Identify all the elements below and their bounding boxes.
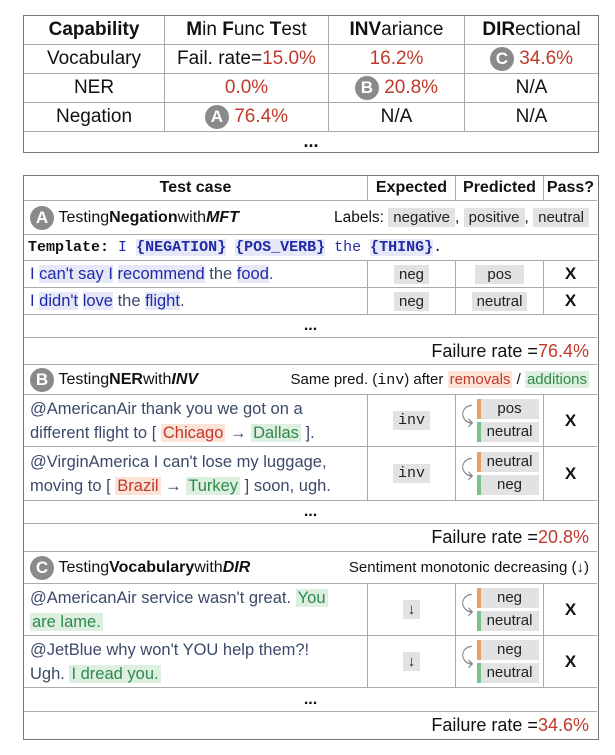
table-row: I didn't love the flight. neg neutral X: [24, 288, 597, 315]
test-case-text: @AmericanAir service wasn't great. You ar…: [30, 588, 328, 631]
badge-c: C: [489, 47, 514, 71]
capability-label: Vocabulary: [24, 44, 165, 74]
pass-mark: X: [543, 261, 597, 287]
section-b-header: B Testing NER with INV Same pred. (inv) …: [24, 365, 597, 395]
badge-b: B: [30, 367, 54, 392]
dir-rate: N/A: [464, 73, 598, 103]
curved-arrow-icon: ⤹: [460, 590, 474, 616]
predicted-label: neutral: [471, 291, 528, 311]
ellipsis-row: ...: [24, 501, 597, 524]
template-row: Template: I {NEGATION} {POS_VERB} the {T…: [24, 235, 597, 261]
test-case-text: I can't say I recommend the food.: [30, 265, 274, 283]
pass-mark: X: [543, 636, 597, 687]
predicted-pair: ⤹ neg neutral: [461, 587, 539, 633]
test-case-text: @AmericanAir thank you we got on a differ…: [30, 399, 315, 442]
failure-rate: Failure rate = 76.4%: [431, 340, 589, 361]
failure-rate-row: Failure rate = 34.6%: [24, 712, 597, 739]
ellipsis-row: ...: [24, 688, 597, 712]
table-header: Test case Expected Predicted Pass?: [24, 176, 597, 201]
predicted-label: pos: [475, 264, 524, 284]
test-case-text: @VirginAmerica I can't lose my luggage, m…: [30, 452, 331, 495]
ellipsis: ...: [303, 690, 318, 708]
capability-summary-table: Capability Min Func Test INVariance DIRe…: [23, 15, 599, 153]
header-mft: Min Func Test: [164, 16, 329, 45]
table-row: @JetBlue why won't YOU help them?! Ugh. I…: [24, 636, 597, 688]
failure-rate: Failure rate = 20.8%: [431, 527, 589, 547]
table-row: I can't say I recommend the food. neg po…: [24, 261, 597, 288]
curved-arrow-icon: ⤹: [460, 454, 474, 480]
capability-label: Negation: [24, 102, 165, 132]
predicted-pair: ⤹ neg neutral: [461, 639, 539, 685]
header-test-case: Test case: [159, 179, 232, 196]
down-arrow-icon: ↓: [402, 600, 421, 619]
mft-rate: A 76.4%: [164, 102, 329, 132]
mft-rate: Fail. rate=15.0%: [164, 44, 329, 74]
header-expected: Expected: [367, 176, 455, 200]
labels-note: Labels: negative, positive, neutral: [334, 207, 589, 227]
predicted-pair: ⤹ pos neutral: [461, 398, 539, 444]
capability-label: NER: [24, 73, 165, 103]
ellipsis: ...: [303, 503, 318, 520]
dir-note: Sentiment monotonic decreasing (↓): [348, 559, 589, 576]
dir-rate: N/A: [464, 102, 598, 132]
test-case-text: @JetBlue why won't YOU help them?! Ugh. I…: [30, 640, 310, 683]
template-label: Template:: [28, 239, 110, 256]
expected-label: neg: [393, 264, 430, 284]
header-inv: INVariance: [328, 16, 465, 45]
header-capability: Capability: [24, 16, 165, 45]
predicted-pair: ⤹ neutral neg: [461, 451, 539, 497]
table-row: NER 0.0% B 20.8% N/A: [24, 73, 598, 103]
table-row: @AmericanAir service wasn't great. You ar…: [24, 584, 597, 636]
test-case-text: I didn't love the flight.: [30, 292, 185, 310]
failure-rate: Failure rate = 34.6%: [431, 715, 589, 735]
table-row: @AmericanAir thank you we got on a differ…: [24, 395, 597, 447]
inv-rate: N/A: [328, 102, 465, 132]
header-pass: Pass?: [543, 176, 597, 200]
curved-arrow-icon: ⤹: [460, 642, 474, 668]
ellipsis: ...: [303, 317, 318, 334]
expected-label: inv: [392, 411, 430, 430]
inv-rate: B 20.8%: [328, 73, 465, 103]
header-dir: DIRectional: [464, 16, 598, 45]
badge-a: A: [204, 105, 229, 129]
inv-note: Same pred. (inv) after removals / additi…: [290, 370, 589, 389]
badge-c: C: [30, 555, 54, 580]
pass-mark: X: [543, 584, 597, 635]
pass-mark: X: [543, 447, 597, 500]
table-row: @VirginAmerica I can't lose my luggage, m…: [24, 447, 597, 501]
curved-arrow-icon: ⤹: [460, 401, 474, 427]
table-row: Negation A 76.4% N/A N/A: [24, 102, 598, 132]
failure-rate-row: Failure rate = 20.8%: [24, 524, 597, 552]
dir-rate: C 34.6%: [464, 44, 598, 74]
ellipsis-row: ...: [24, 315, 597, 338]
inv-rate: 16.2%: [328, 44, 465, 74]
test-case-table: Test case Expected Predicted Pass? A Tes…: [23, 175, 599, 740]
section-c-header: C Testing Vocabulary with DIR Sentiment …: [24, 552, 597, 584]
expected-label: neg: [393, 291, 430, 311]
table-row: Vocabulary Fail. rate=15.0% 16.2% C 34.6…: [24, 44, 598, 74]
badge-b: B: [354, 76, 379, 100]
expected-label: inv: [392, 464, 430, 483]
pass-mark: X: [543, 288, 597, 314]
section-a-header: A Testing Negation with MFT Labels: nega…: [24, 201, 597, 235]
down-arrow-icon: ↓: [402, 652, 421, 671]
badge-a: A: [30, 205, 54, 230]
ellipsis: ...: [303, 131, 319, 151]
pass-mark: X: [543, 395, 597, 446]
mft-rate: 0.0%: [164, 73, 329, 103]
failure-rate-row: Failure rate = 76.4%: [24, 338, 597, 365]
header-predicted: Predicted: [455, 176, 543, 200]
